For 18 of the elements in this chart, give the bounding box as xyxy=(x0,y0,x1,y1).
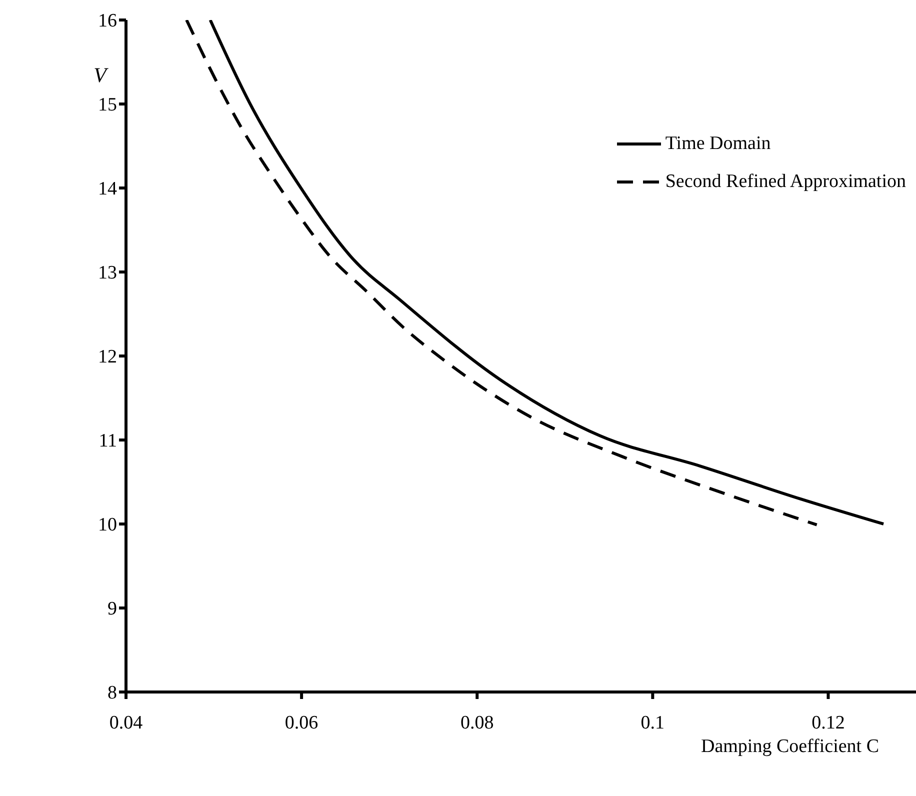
y-axis-title: V xyxy=(94,63,109,87)
y-tick-label: 14 xyxy=(98,178,118,200)
y-tick-label: 9 xyxy=(108,598,117,620)
y-tick-label: 13 xyxy=(98,262,117,284)
x-tick-label: 0.1 xyxy=(640,712,665,734)
y-tick-label: 16 xyxy=(98,10,117,32)
y-tick-label: 15 xyxy=(98,94,117,116)
x-tick-label: 0.08 xyxy=(460,712,494,734)
legend-label: Time Domain xyxy=(665,133,771,155)
legend-label: Second Refined Approximation xyxy=(665,171,906,193)
x-tick-label: 0.04 xyxy=(109,712,144,734)
x-tick-label: 0.12 xyxy=(812,712,845,734)
x-axis-title: Damping Coefficient C xyxy=(700,736,880,757)
y-tick-label: 10 xyxy=(98,514,117,536)
x-tick-label: 0.06 xyxy=(284,712,318,734)
y-tick-label: 8 xyxy=(108,682,117,704)
y-tick-label: 12 xyxy=(98,346,117,368)
y-tick-label: 11 xyxy=(98,430,117,452)
